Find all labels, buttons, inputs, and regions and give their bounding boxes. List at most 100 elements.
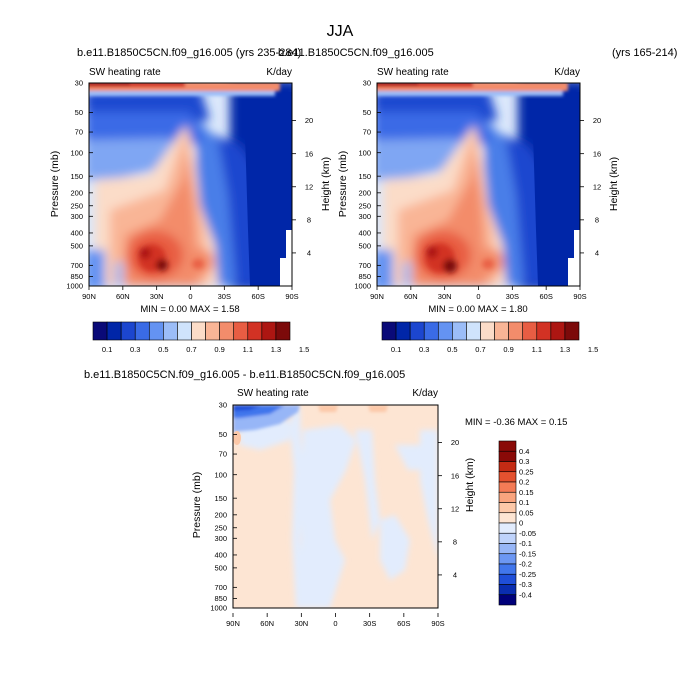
panel-left-ylabel-right: Height (km)	[320, 157, 332, 211]
y-tick-label: 50	[75, 108, 83, 117]
y-tick-label: 1000	[66, 282, 83, 291]
y-tick-label: 400	[70, 229, 83, 238]
colorbar-label: 0.5	[447, 345, 457, 354]
panel-diff: b.e11.B1850C5CN.f09_g16.005 - b.e11.B185…	[84, 369, 567, 628]
panel-left-header: b.e11.B1850C5CN.f09_g16.005 (yrs 235-284…	[77, 47, 301, 59]
panel-left-ylabel: Pressure (mb)	[49, 151, 61, 218]
x-tick-label: 60N	[260, 619, 274, 628]
colorbar-swatch	[205, 321, 220, 341]
colorbar-label: -0.4	[519, 590, 532, 599]
y-tick-label: 700	[214, 583, 227, 592]
x-tick-label: 0	[188, 292, 192, 301]
colorbar-swatch	[498, 440, 517, 452]
colorbar-label: 1.1	[532, 345, 542, 354]
colorbar-swatch	[148, 321, 164, 341]
y-tick-label: 250	[214, 523, 227, 532]
panel-diff-header: b.e11.B1850C5CN.f09_g16.005 - b.e11.B185…	[84, 369, 405, 381]
colorbar-swatch	[498, 573, 517, 585]
x-tick-label: 30S	[363, 619, 376, 628]
x-tick-label: 60S	[397, 619, 410, 628]
colorbar-swatch	[498, 563, 517, 575]
colorbar-swatch	[498, 491, 517, 503]
panel-diff-title: SW heating rate	[237, 388, 309, 399]
panel-right-ylabel: Pressure (mb)	[337, 151, 349, 218]
x-tick-label: 60N	[116, 292, 130, 301]
colorbar-swatch	[261, 321, 277, 341]
panel-left: b.e11.B1850C5CN.f09_g16.005 (yrs 235-284…	[49, 47, 332, 354]
right-tick-label: 12	[593, 182, 601, 191]
colorbar-label: 0.3	[130, 345, 140, 354]
y-tick-label: 850	[358, 272, 371, 281]
x-tick-label: 30N	[150, 292, 164, 301]
panel-diff-units: K/day	[412, 388, 438, 399]
colorbar-swatch	[498, 471, 517, 483]
y-tick-label: 70	[219, 450, 227, 459]
colorbar-swatch	[452, 321, 467, 341]
colorbar-swatch	[120, 321, 136, 341]
colorbar-label: 0.9	[503, 345, 513, 354]
colorbar-swatch	[536, 321, 552, 341]
colorbar-label: -0.05	[519, 529, 536, 538]
colorbar-swatch	[480, 321, 495, 341]
panel-diff-field	[233, 405, 438, 608]
x-tick-label: 0	[333, 619, 337, 628]
colorbar-swatch	[233, 321, 249, 341]
x-tick-label: 60S	[251, 292, 264, 301]
panel-right-axes: Pressure (mb) Height (km) 30 50 70 100 150 20…	[337, 79, 620, 301]
colorbar-swatch	[498, 450, 517, 462]
right-tick-label: 16	[305, 149, 313, 158]
y-tick-label: 300	[358, 212, 371, 221]
y-tick-label: 300	[70, 212, 83, 221]
colorbar-label: 1.5	[588, 345, 598, 354]
colorbar-swatch	[92, 321, 108, 341]
panel-left-axes: Pressure (mb) Height (km) 30 50 70 100 150 20…	[49, 79, 332, 301]
colorbar-label: 0.15	[519, 488, 534, 497]
right-tick-label: 4	[453, 571, 457, 580]
right-tick-label: 20	[451, 438, 459, 447]
y-tick-label: 250	[70, 201, 83, 210]
x-tick-label: 90S	[431, 619, 444, 628]
colorbar-swatch	[498, 584, 517, 596]
colorbar-label: 1.3	[271, 345, 281, 354]
panel-diff-ylabel: Pressure (mb)	[191, 472, 203, 539]
right-tick-label: 12	[451, 504, 459, 513]
colorbar-label: 0.2	[519, 478, 529, 487]
y-tick-label: 70	[363, 128, 371, 137]
y-tick-label: 150	[358, 172, 371, 181]
panel-left-colorbar: 0.1 0.3 0.5 0.7 0.9 1.1 1.3 1.5	[92, 321, 309, 354]
y-tick-label: 70	[75, 128, 83, 137]
right-tick-label: 8	[307, 215, 311, 224]
colorbar-label: 0.7	[186, 345, 196, 354]
colorbar-swatch	[134, 321, 150, 341]
right-tick-label: 16	[451, 471, 459, 480]
panel-left-units: K/day	[266, 67, 292, 78]
colorbar-swatch	[106, 321, 122, 341]
colorbar-swatch	[498, 512, 517, 524]
x-tick-label: 90N	[226, 619, 240, 628]
x-tick-label: 30S	[218, 292, 231, 301]
y-tick-label: 1000	[210, 604, 227, 613]
y-tick-label: 850	[70, 272, 83, 281]
y-tick-label: 50	[219, 430, 227, 439]
colorbar-swatch	[522, 321, 538, 341]
y-tick-label: 1000	[354, 282, 371, 291]
panel-right-units: K/day	[554, 67, 580, 78]
y-tick-label: 850	[214, 594, 227, 603]
colorbar-label: 0.9	[214, 345, 224, 354]
colorbar-swatch	[437, 321, 453, 341]
colorbar-label: 1.3	[560, 345, 570, 354]
colorbar-swatch	[550, 321, 566, 341]
right-tick-label: 8	[595, 215, 599, 224]
colorbar-label: -0.15	[519, 549, 536, 558]
x-tick-label: 90N	[82, 292, 96, 301]
y-tick-label: 100	[214, 470, 227, 479]
colorbar-swatch	[508, 321, 524, 341]
colorbar-label: -0.3	[519, 580, 532, 589]
colorbar-label: -0.1	[519, 539, 532, 548]
panel-right-colorbar: 0.1 0.3 0.5 0.7 0.9 1.1 1.3 1.5	[381, 321, 598, 354]
y-tick-label: 500	[70, 241, 83, 250]
colorbar-swatch	[498, 461, 517, 473]
right-tick-label: 20	[305, 116, 313, 125]
colorbar-swatch	[494, 321, 509, 341]
